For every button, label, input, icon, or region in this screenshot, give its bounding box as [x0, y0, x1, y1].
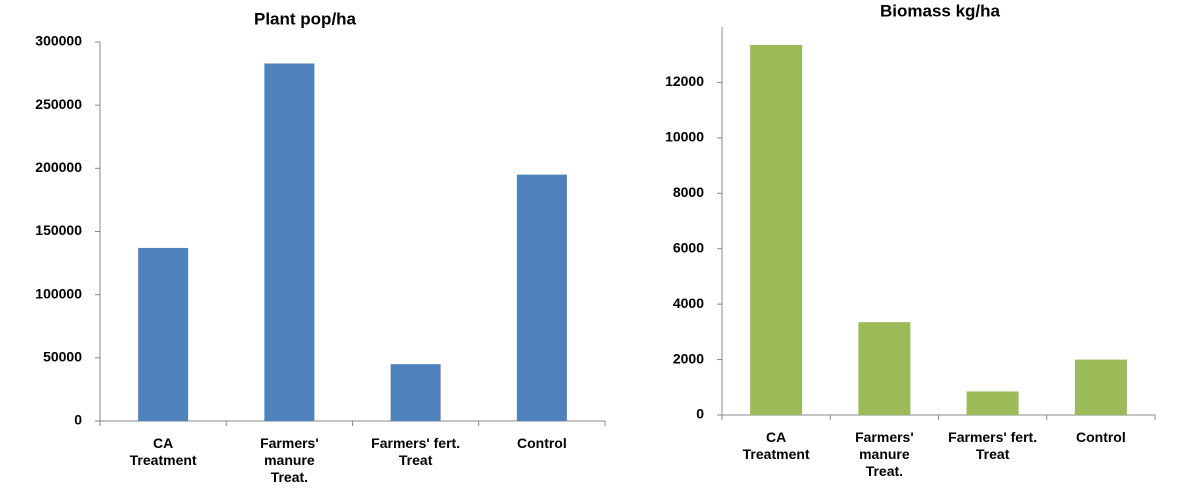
bar	[138, 247, 189, 421]
y-tick-label: 2000	[673, 350, 704, 366]
bar	[264, 63, 315, 422]
x-tick-label: CA Treatment	[129, 435, 197, 468]
bar	[966, 391, 1019, 415]
bar	[516, 174, 567, 421]
bar	[750, 45, 803, 416]
x-tick-label: Farmers' fert. Treat	[371, 435, 461, 468]
y-tick-label: 10000	[665, 129, 704, 145]
x-tick-label: Control	[1075, 429, 1126, 445]
y-tick-label: 300000	[35, 33, 82, 49]
y-tick-label: 0	[74, 412, 82, 428]
x-tick-label: Farmers' manure Treat.	[260, 435, 319, 485]
x-tick-label: Farmers' fert. Treat	[948, 429, 1038, 462]
x-tick-label: Control	[516, 435, 567, 451]
y-tick-label: 6000	[673, 239, 704, 255]
y-tick-label: 8000	[673, 184, 704, 200]
bar	[390, 364, 441, 421]
chart-title: Plant pop/ha	[254, 9, 357, 28]
x-tick-label: Farmers' manure Treat.	[855, 429, 914, 479]
y-tick-label: 50000	[43, 349, 82, 365]
y-tick-label: 250000	[35, 96, 82, 112]
x-tick-label: CA Treatment	[742, 429, 810, 462]
chart-title: Biomass kg/ha	[880, 1, 1001, 20]
y-tick-label: 150000	[35, 222, 82, 238]
bar	[858, 322, 911, 415]
y-tick-label: 12000	[665, 73, 704, 89]
y-tick-label: 0	[696, 406, 704, 422]
bar	[1074, 359, 1127, 415]
y-tick-label: 4000	[673, 295, 704, 311]
y-tick-label: 200000	[35, 159, 82, 175]
y-tick-label: 100000	[35, 285, 82, 301]
